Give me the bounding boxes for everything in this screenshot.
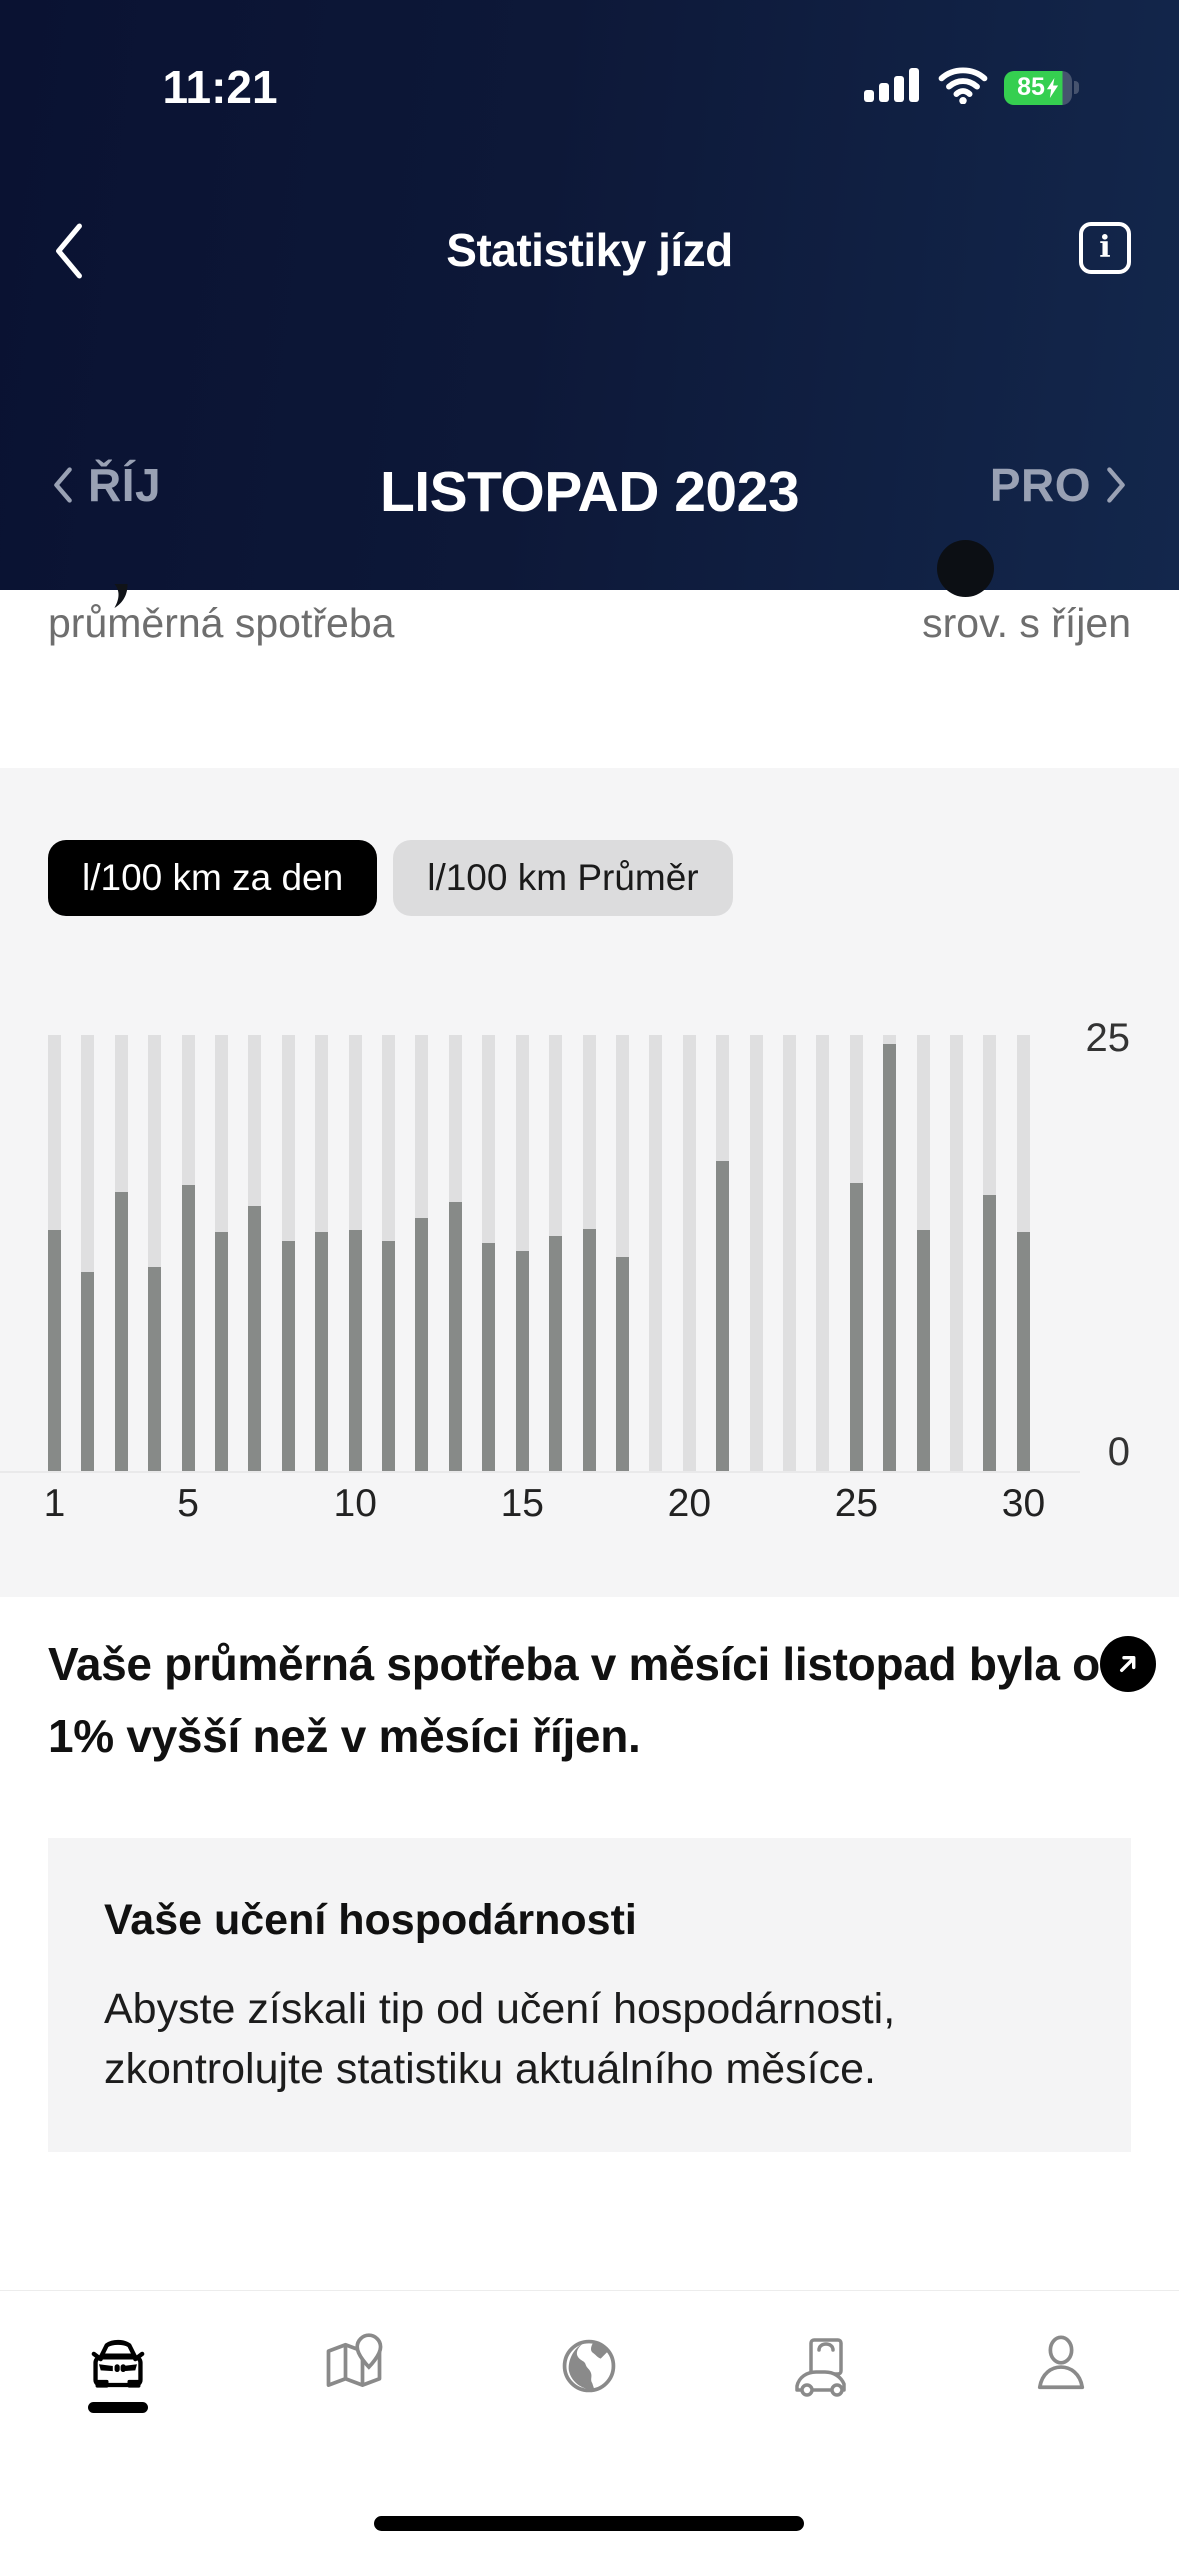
chevron-left-icon (56, 223, 82, 279)
tab-vehicle[interactable] (0, 2291, 236, 2441)
tab-profile[interactable] (943, 2291, 1179, 2441)
insight-section: Vaše průměrná spotřeba v měsíci listopad… (0, 1597, 1179, 2290)
insight-text-after: 1% vyšší než v měsíci říjen. (48, 1710, 641, 1762)
battery-percent: 85 (1017, 73, 1045, 101)
prev-month-label: ŘÍJ (88, 459, 162, 511)
chart-bar-day (549, 1035, 563, 1471)
toggle-average-button[interactable]: l/100 km Průměr (393, 840, 733, 916)
bar-chart (48, 1035, 1030, 1471)
chart-bar-day (482, 1035, 496, 1471)
info-button[interactable]: i (1079, 222, 1131, 274)
chart-bar-day (215, 1035, 229, 1471)
current-month-label: LISTOPAD 2023 (379, 460, 800, 524)
prev-month-button[interactable]: ŘÍJ (52, 458, 161, 512)
tip-card-title: Vaše učení hospodárnosti (104, 1896, 637, 1944)
chart-bar-day (448, 1035, 462, 1471)
chart-bar-day (181, 1035, 195, 1471)
arrow-up-right-icon (1099, 1636, 1156, 1692)
clipped-comparison-badge (937, 540, 994, 597)
status-time: 11:21 (162, 61, 278, 113)
chart-bar-day (615, 1035, 629, 1471)
tab-store[interactable] (707, 2291, 943, 2441)
chart-bar-day (248, 1035, 262, 1471)
info-icon: i (1099, 230, 1111, 265)
summary-strip: průměrná spotřeba srov. s říjen (0, 540, 1179, 768)
tab-map[interactable] (236, 2291, 472, 2441)
chart-bar-day (782, 1035, 796, 1471)
chart-bar-day (883, 1035, 897, 1471)
y-axis-min-label: 0 (1107, 1430, 1130, 1474)
x-axis-tick-label: 5 (177, 1482, 199, 1525)
x-axis-tick-label: 25 (834, 1482, 879, 1525)
chart-bar-day (114, 1035, 128, 1471)
chart-bar-day (148, 1035, 162, 1471)
x-axis-tick-label: 20 (667, 1482, 712, 1525)
chart-bar-day (81, 1035, 95, 1471)
chart-bar-day (348, 1035, 362, 1471)
chart-mode-toggle: l/100 km za den l/100 km Průměr (48, 840, 733, 916)
y-axis-max-label: 25 (1085, 1016, 1131, 1060)
chart-bar-day (916, 1035, 930, 1471)
chart-bar-day (649, 1035, 663, 1471)
profile-icon (1037, 2335, 1085, 2390)
chart-bar-day (749, 1035, 763, 1471)
chart-bar-day (682, 1035, 696, 1471)
chart-bar-day (315, 1035, 329, 1471)
chevron-left-icon (54, 467, 72, 503)
clipped-value-glyph (114, 584, 128, 608)
store-bag-car-icon (795, 2338, 847, 2397)
home-indicator[interactable] (374, 2516, 804, 2531)
car-front-icon (91, 2339, 145, 2388)
chart-bar-day (515, 1035, 529, 1471)
map-pin-icon (326, 2333, 383, 2387)
tab-world[interactable] (472, 2291, 708, 2441)
insight-text-before: Vaše průměrná spotřeba v měsíci listopad… (48, 1638, 1100, 1690)
chart-bar-day (816, 1035, 830, 1471)
chart-bar-day (716, 1035, 730, 1471)
chart-baseline (0, 1471, 1080, 1473)
avg-consumption-label: průměrná spotřeba (48, 600, 395, 646)
next-month-label: PRO (989, 459, 1091, 511)
x-axis-tick-label: 15 (500, 1482, 544, 1525)
insight-text: Vaše průměrná spotřeba v měsíci listopad… (48, 1633, 1156, 1767)
toggle-daily-button[interactable]: l/100 km za den (48, 840, 378, 916)
x-axis-labels: 1 5 10 15 20 25 30 (44, 1482, 1046, 1534)
back-button[interactable] (52, 220, 112, 282)
tip-card-body: Abyste získali tip od učení hospodárnost… (104, 1985, 896, 2093)
chart-bar-day (48, 1035, 61, 1471)
battery-icon: 85 (1004, 70, 1079, 105)
active-tab-indicator (88, 2402, 148, 2413)
cellular-signal-icon (864, 68, 922, 107)
month-selector: ŘÍJ LISTOPAD 2023 PRO (0, 452, 1179, 532)
chevron-right-icon (1107, 467, 1125, 503)
x-axis-tick-label: 10 (333, 1482, 377, 1525)
chart-bar-day (849, 1035, 863, 1471)
charging-bolt-icon (1046, 77, 1059, 98)
comparison-label: srov. s říjen (922, 600, 1131, 646)
chart-bar-day (949, 1035, 963, 1471)
chart-bar-day (415, 1035, 429, 1471)
globe-icon (563, 2339, 616, 2393)
chart-bar-day (582, 1035, 596, 1471)
x-axis-tick-label: 1 (43, 1482, 66, 1525)
navbar: Statistiky jízd i (0, 218, 1179, 288)
status-icons: 85 (864, 66, 1079, 109)
page-title: Statistiky jízd (446, 224, 733, 276)
eco-tip-card: Vaše učení hospodárnosti Abyste získali … (48, 1838, 1131, 2152)
header: 11:21 85 (0, 0, 1179, 590)
wifi-icon (938, 66, 988, 109)
chart-bar-day (281, 1035, 295, 1471)
tab-bar (0, 2290, 1179, 2556)
chart-bar-day (983, 1035, 997, 1471)
next-month-button[interactable]: PRO (990, 458, 1127, 512)
chart-bar-day (1016, 1035, 1030, 1471)
x-axis-tick-label: 30 (1001, 1482, 1046, 1525)
chart-bar-day (382, 1035, 396, 1471)
